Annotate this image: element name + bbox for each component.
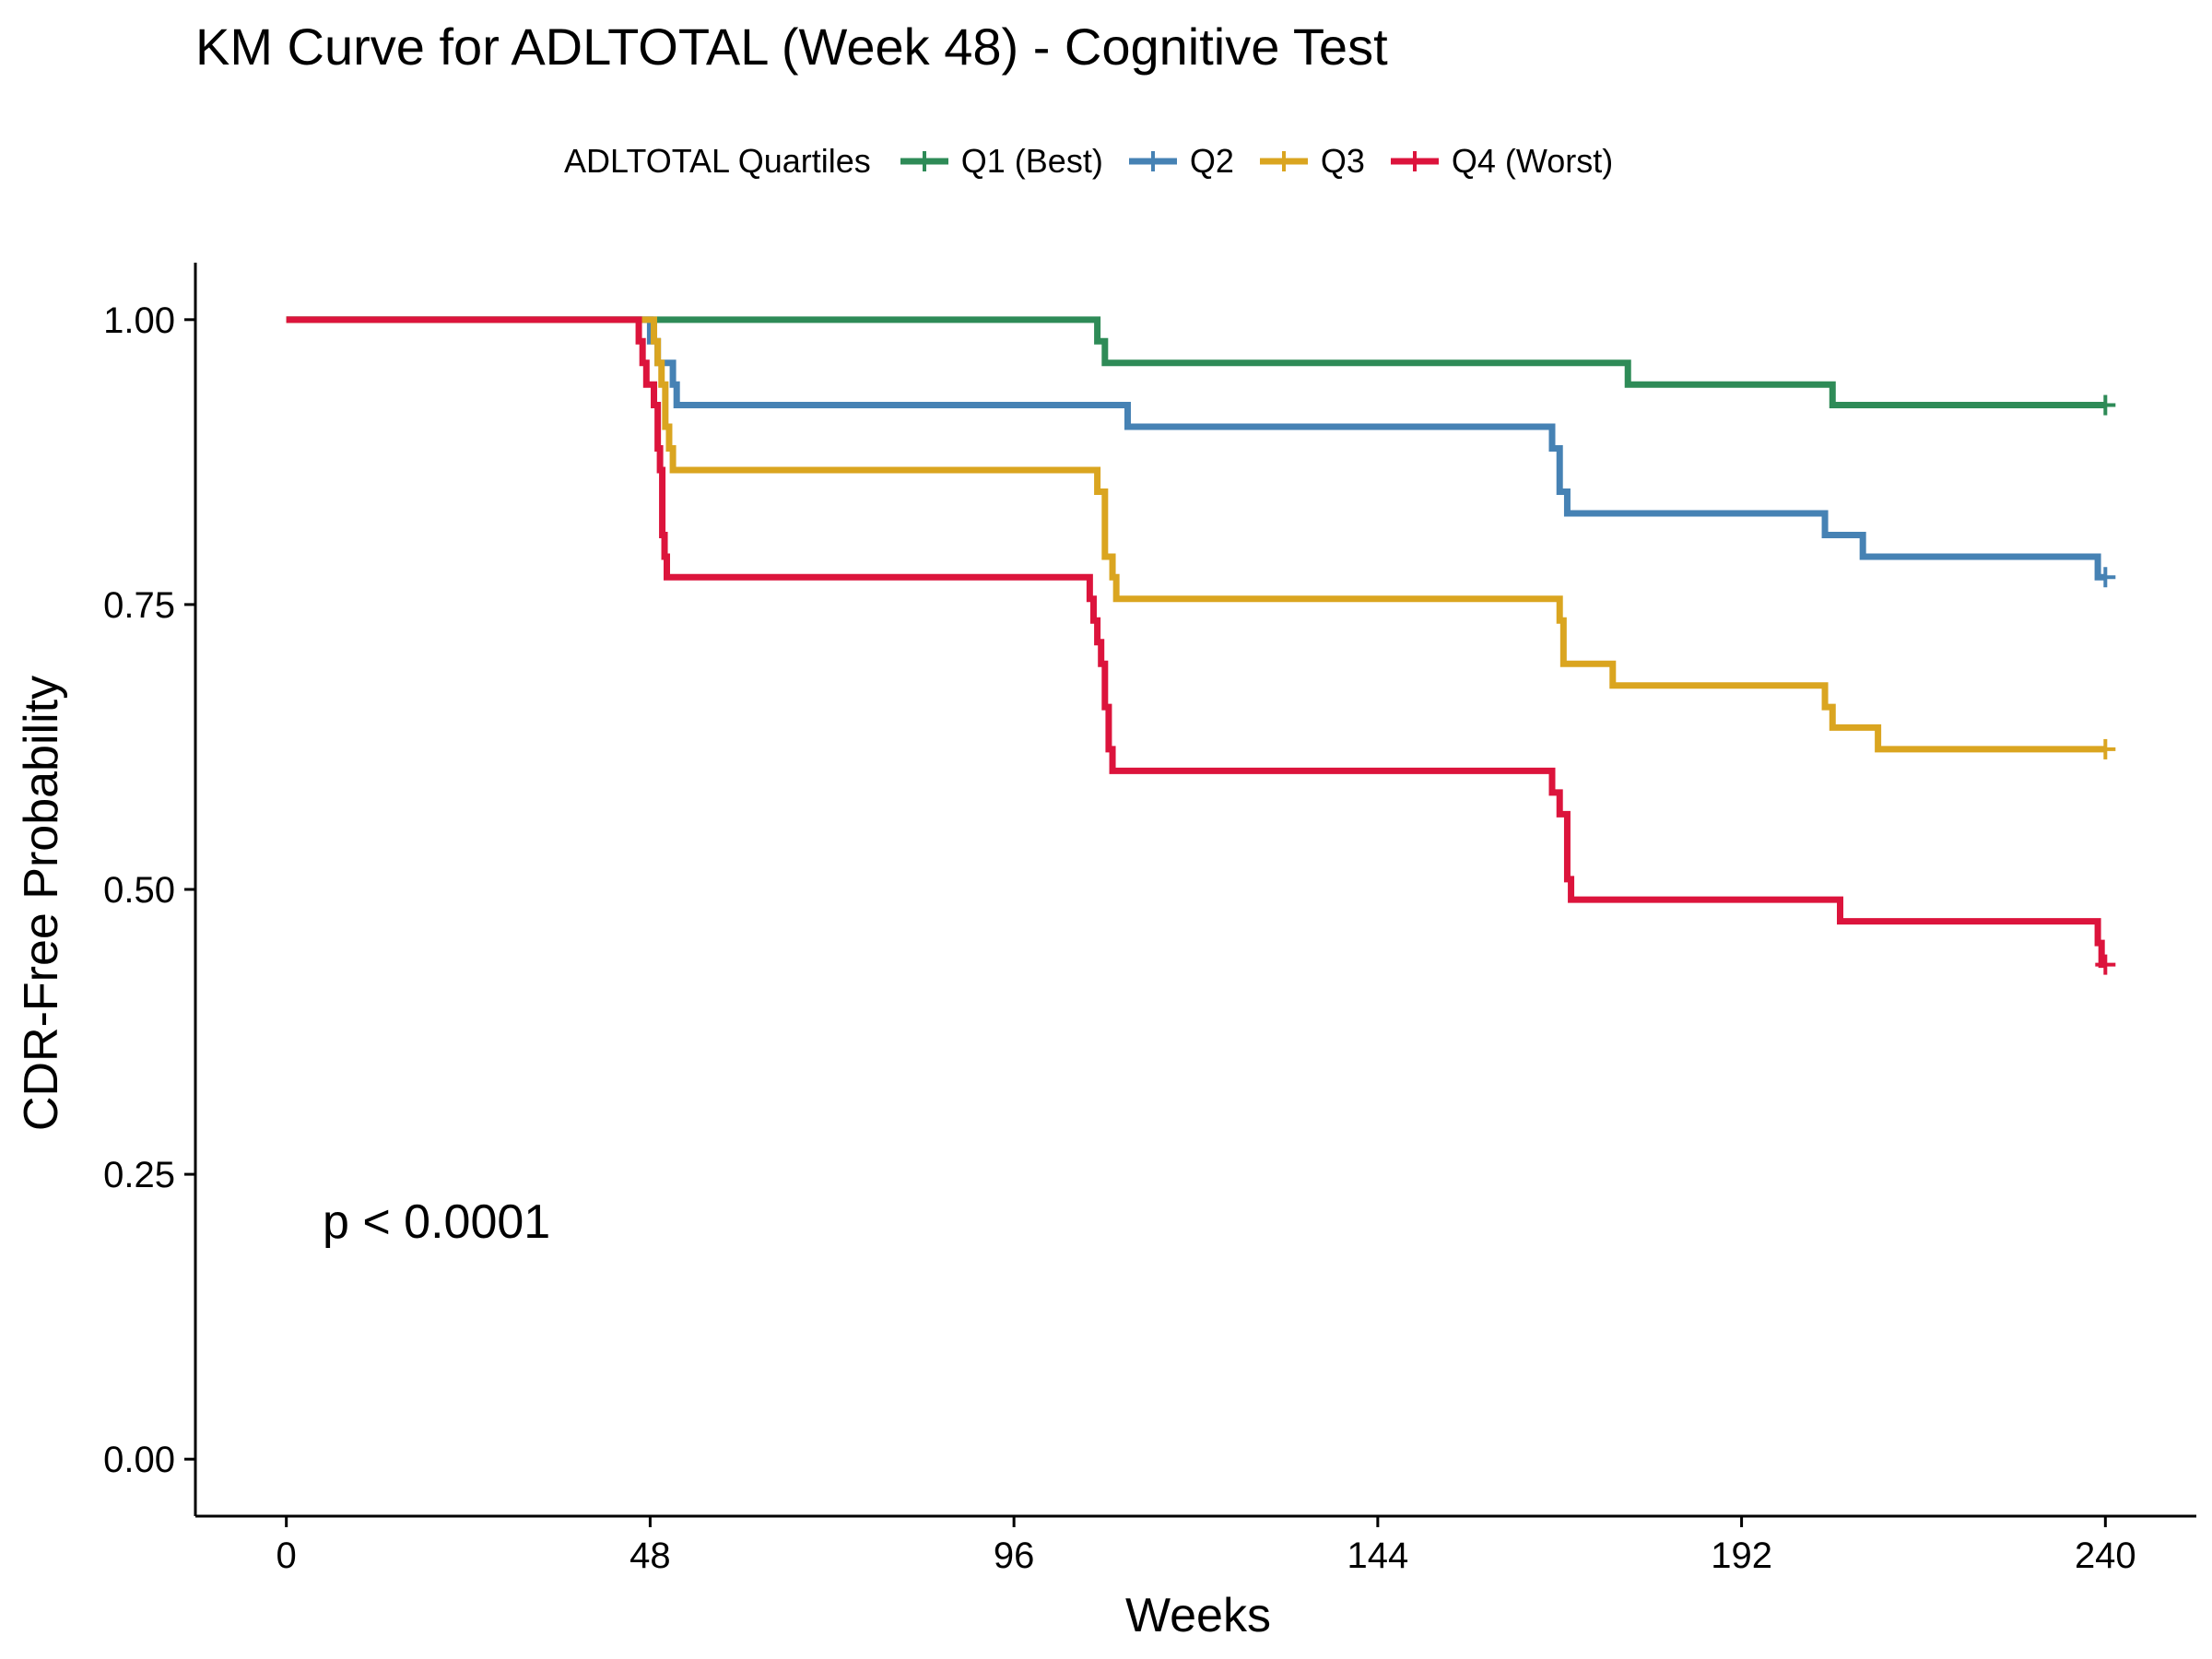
legend-label-q1: Q1 (Best) — [960, 142, 1103, 180]
legend-key-q2 — [1128, 151, 1177, 171]
legend: ADLTOTAL Quartiles Q1 (Best) Q2 Q3 Q4 (W… — [564, 136, 1637, 186]
y-tick-label: 0.50 — [103, 870, 175, 911]
legend-item-q1: Q1 (Best) — [899, 142, 1103, 181]
y-tick-label: 0.00 — [103, 1440, 175, 1480]
censor-mark-q2 — [2095, 567, 2116, 588]
legend-key-q4 — [1390, 151, 1439, 171]
x-tick-label: 0 — [276, 1535, 297, 1576]
chart-title: KM Curve for ADLTOTAL (Week 48) - Cognit… — [195, 18, 1388, 76]
y-tick-label: 0.75 — [103, 585, 175, 626]
legend-label-q3: Q3 — [1320, 142, 1365, 180]
x-tick-label: 144 — [1347, 1535, 1408, 1576]
censor-mark-q4 — [2095, 954, 2116, 975]
legend-item-q4: Q4 (Worst) — [1389, 142, 1613, 181]
km-curve-q2 — [286, 316, 2106, 581]
censor-mark-q1 — [2095, 394, 2116, 416]
x-tick-label: 48 — [629, 1535, 671, 1576]
x-tick-label: 192 — [1711, 1535, 1772, 1576]
x-tick-label: 240 — [2075, 1535, 2136, 1576]
axes: 0 48 96 144 192 240 0.00 0.25 0.50 0.75 1.00 — [103, 263, 2196, 1576]
y-tick-label: 0.25 — [103, 1155, 175, 1195]
legend-label-q4: Q4 (Worst) — [1451, 142, 1614, 180]
x-axis-label: Weeks — [1125, 1589, 1271, 1642]
km-curve-q1 — [286, 316, 2106, 409]
km-curve-q4 — [286, 316, 2106, 969]
legend-label-q2: Q2 — [1189, 142, 1234, 180]
p-value-annotation: p < 0.0001 — [323, 1195, 550, 1249]
censor-mark-q3 — [2095, 738, 2116, 759]
y-axis-label: CDR-Free Probability — [15, 676, 68, 1131]
km-curve-q3 — [286, 316, 2106, 753]
y-tick-label: 1.00 — [103, 300, 175, 341]
legend-item-q3: Q3 — [1258, 142, 1365, 181]
legend-key-q3 — [1259, 151, 1308, 171]
legend-title: ADLTOTAL Quartiles — [564, 142, 871, 180]
legend-key-q1 — [900, 151, 948, 171]
x-tick-label: 96 — [994, 1535, 1035, 1576]
legend-item-q2: Q2 — [1127, 142, 1234, 181]
survival-curves — [286, 316, 2116, 975]
